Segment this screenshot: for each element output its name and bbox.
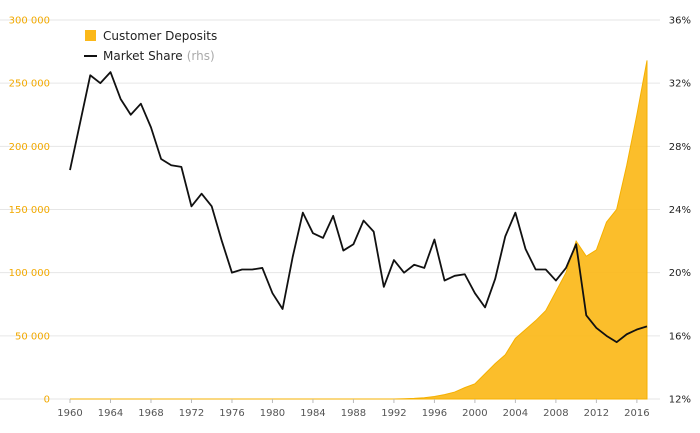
- left-tick-label: 300 000: [9, 16, 50, 27]
- legend-label-customer-deposits: Customer Deposits: [103, 29, 217, 43]
- legend-label-market-share: Market Share (rhs): [103, 49, 215, 63]
- left-axis-ticks: 0 50 000 100 000 150 000 200 000 250 000 300 0…: [9, 16, 50, 406]
- x-tick-label: 1964: [98, 408, 123, 419]
- market-share-line: [69, 71, 648, 344]
- x-tick-label: 1988: [341, 408, 366, 419]
- x-tick-label: 1980: [260, 408, 285, 419]
- x-tick-label: 2000: [462, 408, 487, 419]
- right-tick-label: 32%: [669, 79, 691, 90]
- right-axis-ticks: 12% 16% 20% 24% 28% 32% 36%: [669, 16, 691, 406]
- left-tick-label: 200 000: [9, 142, 50, 153]
- x-tick-label: 1960: [57, 408, 82, 419]
- x-tick-label: 1976: [219, 408, 244, 419]
- x-tick-label: 2016: [624, 408, 649, 419]
- gridlines: [0, 19, 660, 400]
- x-tick-label: 2008: [543, 408, 568, 419]
- legend-swatch-customer-deposits: [85, 30, 96, 41]
- left-tick-label: 0: [44, 395, 50, 406]
- x-tick-label: 1984: [300, 408, 325, 419]
- market-share-line-layer: [69, 71, 648, 344]
- right-tick-label: 28%: [669, 142, 691, 153]
- left-tick-label: 150 000: [9, 205, 50, 216]
- left-tick-label: 100 000: [9, 268, 50, 279]
- legend-market-share-note: (rhs): [187, 49, 215, 63]
- deposits-area-layer: [70, 60, 648, 400]
- customer-deposits-area: [70, 60, 648, 400]
- left-tick-label: 50 000: [15, 331, 50, 342]
- x-tick-label: 2004: [503, 408, 528, 419]
- x-tick-label: 1996: [422, 408, 447, 419]
- x-tick-label: 1972: [179, 408, 204, 419]
- right-tick-label: 36%: [669, 16, 691, 27]
- right-tick-label: 16%: [669, 331, 691, 342]
- x-tick-label: 2012: [584, 408, 609, 419]
- right-tick-label: 24%: [669, 205, 691, 216]
- right-tick-label: 12%: [669, 395, 691, 406]
- left-tick-label: 250 000: [9, 79, 50, 90]
- x-axis-ticks: 1960 1964 1968 1972 1976 1980 1984 1988 1992 1996…: [57, 399, 650, 419]
- legend: Customer Deposits Market Share (rhs): [84, 29, 217, 63]
- x-tick-label: 1992: [381, 408, 406, 419]
- x-tick-label: 1968: [138, 408, 163, 419]
- legend-market-share-name: Market Share: [103, 49, 183, 63]
- right-tick-label: 20%: [669, 268, 691, 279]
